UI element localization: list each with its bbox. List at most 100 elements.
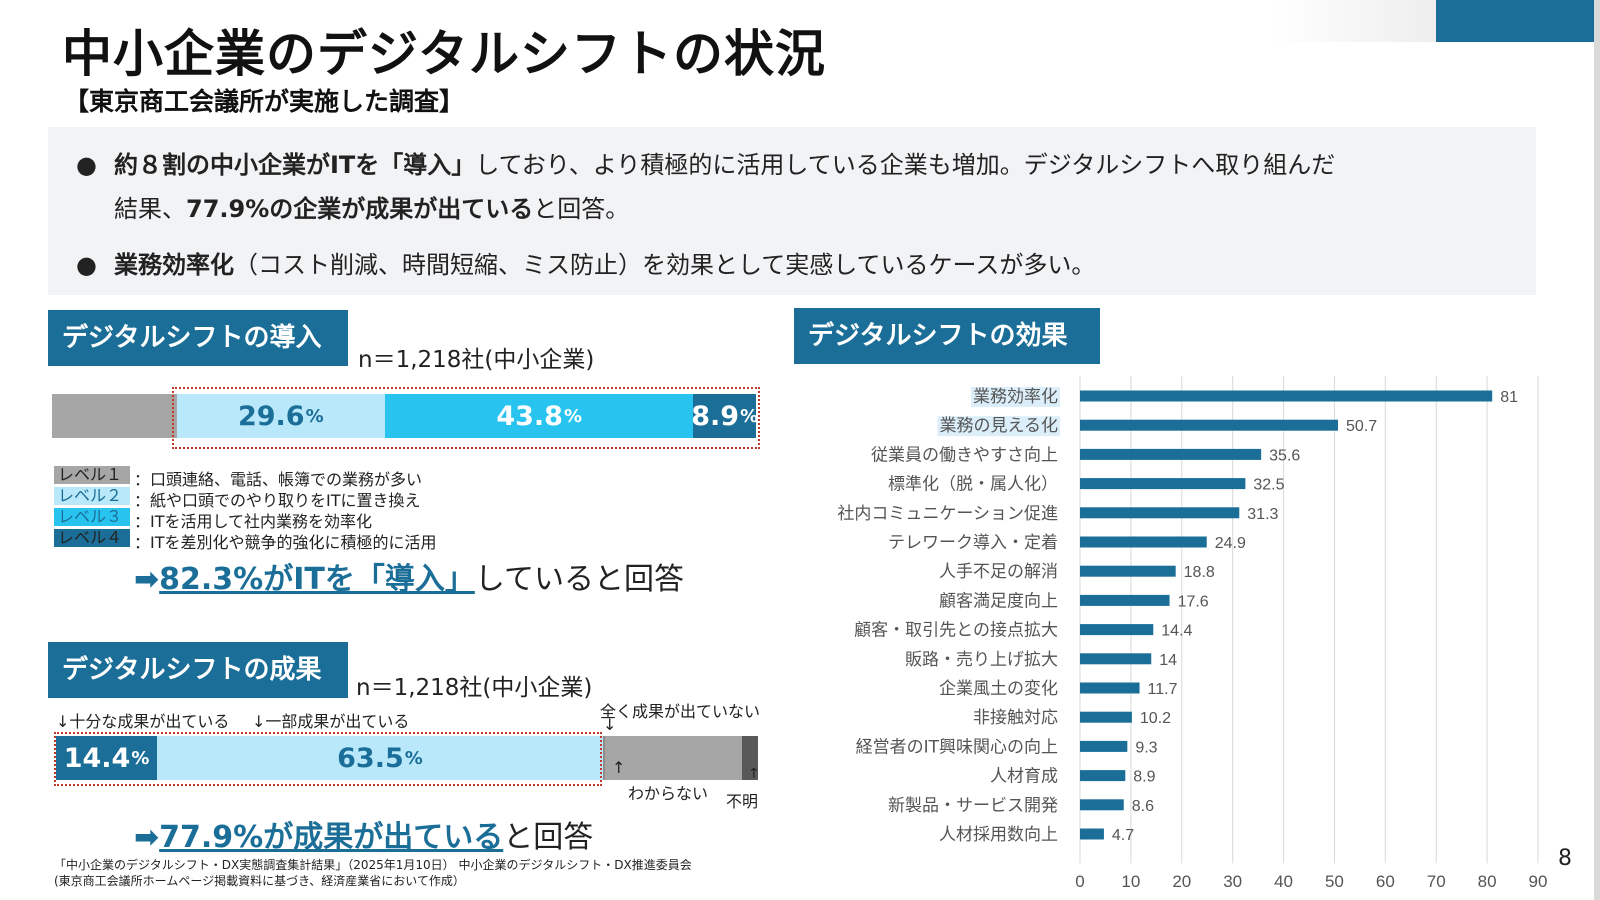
- data-label: 4.7: [1112, 827, 1134, 844]
- results-conclusion-highlight: 77.9%が成果が出ている: [159, 820, 504, 855]
- category-label: 販路・売り上げ拡大: [905, 650, 1058, 670]
- x-tick-label: 90: [1529, 872, 1548, 888]
- header-gradient-decoration: [1270, 0, 1436, 42]
- results-conclusion-rest: と回答: [503, 820, 594, 855]
- data-label: 8.6: [1132, 798, 1154, 815]
- bullet-1-text-1: しており、より積極的に活用している企業も増加。デジタルシフトへ取り組んだ: [475, 151, 1336, 179]
- header-accent-bar: [1436, 0, 1600, 42]
- legend-text-level4: ：ITを差別化や競争的強化に積極的に活用: [134, 533, 437, 552]
- down-arrow-icon: ↓: [603, 715, 617, 734]
- bullet-2-text: （コスト削減、時間短縮、ミス防止）を効果として実感しているケースが多い。: [234, 251, 1096, 279]
- data-label: 18.8: [1184, 564, 1215, 581]
- category-label: 顧客満足度向上: [939, 591, 1058, 611]
- bar: [1080, 682, 1140, 694]
- adoption-segment-level1: [52, 394, 177, 438]
- arrow-icon: ➡: [134, 562, 160, 597]
- data-label: 14.4: [1161, 623, 1192, 640]
- category-label: 人手不足の解消: [939, 562, 1058, 582]
- adoption-segment-level3: 43.8%: [384, 394, 694, 438]
- legend-chip-level2: レベル２: [54, 487, 130, 505]
- category-label: 業務効率化: [973, 387, 1058, 407]
- annotation-full-results-text: 十分な成果が出ている: [69, 712, 230, 731]
- category-label: 人材採用数向上: [939, 825, 1058, 845]
- source-footnote-line-2: (東京商工会議所ホームページ掲載資料に基づき、経済産業省において作成）: [54, 874, 465, 888]
- adoption-value-level2: 29.6: [237, 400, 305, 432]
- summary-bullet-2: ● 業務効率化（コスト削減、時間短縮、ミス防止）を効果として実感しているケースが…: [76, 243, 1096, 287]
- bullet-1-text-2: 結果、: [114, 195, 186, 223]
- results-segment-none: [602, 736, 605, 780]
- x-tick-label: 80: [1478, 872, 1497, 888]
- category-label: テレワーク導入・定着: [888, 533, 1058, 553]
- bar: [1080, 478, 1246, 490]
- bar: [1080, 799, 1124, 811]
- pct-unit: %: [131, 747, 150, 769]
- pct-unit: %: [740, 405, 759, 427]
- category-label: 非接触対応: [973, 708, 1058, 728]
- bar: [1080, 624, 1154, 636]
- x-tick-label: 30: [1223, 872, 1242, 888]
- bullet-dot: ●: [76, 251, 97, 279]
- bar: [1080, 828, 1104, 840]
- pct-unit: %: [563, 405, 582, 427]
- data-label: 35.6: [1269, 447, 1300, 464]
- page-title: 中小企業のデジタルシフトの状況: [62, 25, 826, 83]
- bar: [1080, 448, 1262, 460]
- results-conclusion: ➡77.9%が成果が出ていると回答: [134, 812, 593, 856]
- summary-box: ● 約８割の中小企業がITを「導入」しており、より積極的に活用している企業も増加…: [48, 127, 1536, 295]
- legend-row-level3: レベル３ ：ITを活用して社内業務を効率化: [54, 508, 373, 531]
- x-tick-label: 0: [1075, 872, 1084, 888]
- annotation-no-results: 全く成果が出ていない: [600, 702, 761, 721]
- x-tick-label: 60: [1376, 872, 1395, 888]
- data-label: 8.9: [1133, 769, 1155, 786]
- legend-chip-level4: レベル４: [54, 529, 130, 547]
- bar: [1080, 565, 1176, 577]
- category-label: 業務の見える化: [940, 416, 1059, 436]
- bullet-1-bold-2: 77.9%の企業が成果が出ている: [186, 195, 534, 223]
- arrow-icon: ➡: [134, 820, 160, 855]
- bar: [1080, 770, 1126, 782]
- category-label: 顧客・取引先との接点拡大: [854, 621, 1058, 641]
- category-label-highlight: [971, 387, 1060, 407]
- x-tick-label: 20: [1172, 872, 1191, 888]
- adoption-heading: デジタルシフトの導入: [48, 310, 348, 366]
- data-label: 14: [1159, 652, 1177, 669]
- legend-chip-level1: レベル１: [54, 466, 130, 484]
- adoption-highlight-box: [172, 387, 760, 449]
- summary-bullet-1: ● 約８割の中小企業がITを「導入」しており、より積極的に活用している企業も増加…: [76, 143, 1336, 231]
- legend-row-level2: レベル２ ：紙や口頭でのやり取りをITに置き換え: [54, 487, 421, 510]
- adoption-segment-level2: 29.6%: [176, 394, 385, 438]
- data-label: 32.5: [1253, 477, 1284, 494]
- category-label: 標準化（脱・属人化）: [888, 475, 1058, 495]
- legend-row-level1: レベル１ ：口頭連絡、電話、帳簿での業務が多い: [54, 466, 423, 489]
- legend-row-level4: レベル４ ：ITを差別化や競争的強化に積極的に活用: [54, 529, 437, 552]
- page-number: 8: [1558, 846, 1572, 871]
- legend-chip-level3: レベル３: [54, 508, 130, 526]
- data-label: 9.3: [1135, 739, 1157, 756]
- bullet-1-bold-1: 約８割の中小企業がITを「導入」: [114, 151, 476, 179]
- slide-edge: [1594, 0, 1600, 900]
- legend-text-level2: ：紙や口頭でのやり取りをITに置き換え: [134, 491, 421, 510]
- category-label: 経営者のIT興味関心の向上: [856, 737, 1058, 757]
- effects-bar-chart: 0 10 20 30 40 50 60 70 80 90 業務効率化 81 業務の見える化 50.7 従業員…: [837, 376, 1548, 888]
- source-footnote-line-1: 「中小企業のデジタルシフト・DX実態調査集計結果」（2025年1月10日） 中小…: [54, 858, 692, 872]
- legend-text-level3: ：ITを活用して社内業務を効率化: [134, 512, 373, 531]
- bar: [1080, 419, 1339, 431]
- bar: [1080, 507, 1240, 519]
- x-tick-label: 10: [1121, 872, 1140, 888]
- legend-text-level1: ：口頭連絡、電話、帳簿での業務が多い: [134, 470, 423, 489]
- bar: [1080, 390, 1493, 402]
- bar: [1080, 594, 1170, 606]
- results-heading: デジタルシフトの成果: [48, 642, 348, 698]
- annotation-unknown: わからない: [628, 784, 709, 803]
- adoption-sample-size: n＝1,218社(中小企業): [358, 347, 595, 373]
- effects-heading: デジタルシフトの効果: [794, 308, 1100, 364]
- results-sample-size: n＝1,218社(中小企業): [356, 675, 593, 701]
- bar: [1080, 711, 1132, 723]
- x-tick-label: 40: [1274, 872, 1293, 888]
- up-arrow-icon: ↑: [612, 758, 626, 777]
- annotation-blank: 不明: [726, 792, 759, 811]
- results-highlight-box: [54, 732, 602, 786]
- bullet-dot: ●: [76, 151, 97, 179]
- data-label: 50.7: [1346, 418, 1377, 435]
- pct-unit: %: [404, 747, 423, 769]
